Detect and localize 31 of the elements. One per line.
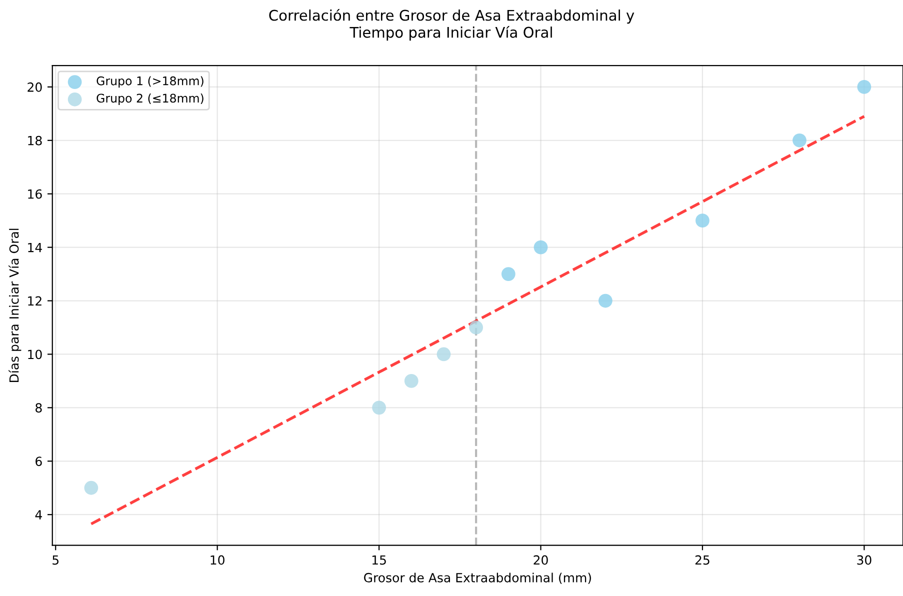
y-tick-label: 16 [28, 189, 42, 199]
point [696, 214, 710, 228]
x-tick-label: 30 [857, 555, 872, 565]
legend-label: Grupo 2 (≤18mm) [96, 94, 204, 105]
y-tick-label: 6 [36, 456, 42, 466]
x-tick-label: 20 [534, 555, 548, 565]
x-tick-label: 25 [695, 555, 710, 565]
point [372, 400, 386, 415]
point [84, 480, 98, 495]
y-tick-label: 20 [28, 82, 42, 92]
point [501, 267, 516, 281]
point [598, 294, 612, 308]
point [792, 133, 806, 148]
x-tick-label: 5 [52, 555, 58, 565]
y-tick-label: 4 [35, 510, 42, 520]
point [436, 347, 451, 362]
point [404, 374, 418, 388]
y-tick-label: 10 [28, 350, 42, 360]
y-axis-title: Días para Iniciar Vía Oral [8, 228, 22, 382]
y-tick-label: 8 [36, 403, 42, 413]
y-tick-label: 14 [28, 242, 42, 252]
point [857, 80, 872, 94]
legend-label: Grupo 1 (>18mm) [96, 76, 204, 88]
point [534, 240, 548, 254]
x-tick-label: 15 [372, 555, 386, 565]
y-tick-label: 18 [28, 136, 42, 146]
point [469, 320, 484, 334]
y-tick-label: 12 [28, 296, 42, 306]
x-tick-label: 10 [210, 555, 224, 565]
x-axis-title: Grosor de Asa Extraabdominal (mm) [364, 572, 591, 584]
chart-title: Correlación entre Grosor de Asa Extraabdominal y Tiempo para Iniciar Vía Oral [269, 8, 634, 41]
